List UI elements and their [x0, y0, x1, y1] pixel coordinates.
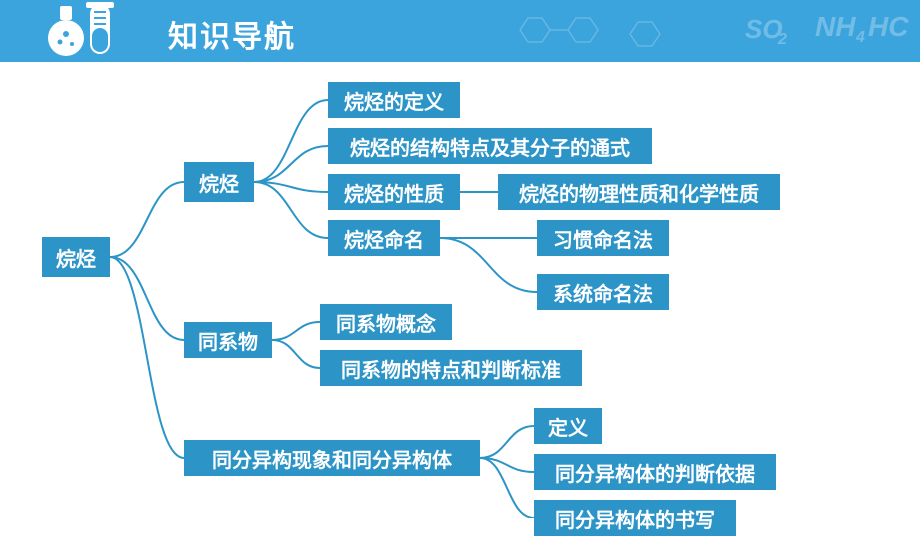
svg-text:2: 2 [777, 31, 787, 48]
tree-node-n2: 同系物 [184, 322, 272, 358]
tree-node-n1: 烷烃 [184, 162, 254, 202]
edge-n3-c2 [480, 458, 534, 472]
edge-a4-a4b [440, 238, 537, 292]
edge-n1-a3 [254, 182, 328, 192]
beaker-flask-icon [44, 2, 140, 60]
edge-n1-a2 [254, 146, 328, 182]
formula-nh4hc: NH [815, 11, 856, 42]
formula-so2: SO [745, 14, 783, 44]
tree-node-a1: 烷烃的定义 [328, 82, 460, 118]
tree-node-a2: 烷烃的结构特点及其分子的通式 [328, 128, 652, 164]
tree-node-a4: 烷烃命名 [328, 220, 440, 256]
edge-n2-b2 [272, 340, 320, 368]
edge-n3-c1 [480, 426, 534, 458]
header-bg-formulas: SO 2 NH 4 HC [460, 0, 920, 62]
tree-node-c1: 定义 [534, 408, 602, 444]
tree-node-a4a: 习惯命名法 [537, 220, 669, 256]
svg-text:4: 4 [855, 29, 865, 46]
edge-n1-a4 [254, 182, 328, 238]
tree-node-c3: 同分异构体的书写 [534, 500, 736, 536]
tree-node-n3: 同分异构现象和同分异构体 [184, 440, 480, 476]
tree-node-c2: 同分异构体的判断依据 [534, 454, 776, 490]
tree-node-a3b: 烷烃的物理性质和化学性质 [498, 174, 780, 210]
tree-node-b2: 同系物的特点和判断标准 [320, 350, 582, 386]
tree-node-a4b: 系统命名法 [537, 274, 669, 310]
tree-node-root: 烷烃 [42, 237, 110, 277]
edge-n1-a1 [254, 100, 328, 182]
header-bar: SO 2 NH 4 HC 知识导航 [0, 0, 920, 62]
diagram-canvas: 烷烃烷烃同系物同分异构现象和同分异构体烷烃的定义烷烃的结构特点及其分子的通式烷烃… [0, 62, 920, 518]
page-title: 知识导航 [168, 12, 296, 56]
edge-root-n3 [110, 257, 184, 458]
edge-n2-b1 [272, 322, 320, 340]
edge-root-n2 [110, 257, 184, 340]
svg-text:HC: HC [868, 11, 909, 42]
edge-n3-c3 [480, 458, 534, 518]
tree-node-a3: 烷烃的性质 [328, 174, 460, 210]
edge-root-n1 [110, 182, 184, 257]
tree-node-b1: 同系物概念 [320, 304, 452, 340]
